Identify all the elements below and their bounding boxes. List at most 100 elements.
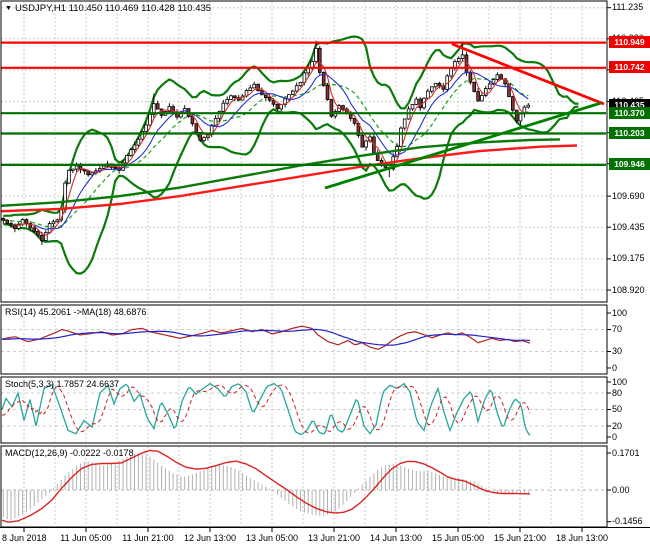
candle-body [51,221,56,225]
rsi-pane-border [0,304,608,375]
candle-body [418,98,422,109]
candle-body [317,48,322,73]
candle-body [55,219,60,223]
candle-body [67,169,71,184]
time-axis-label: 14 Jun 13:00 [369,533,423,543]
candle-body [487,83,492,90]
candle-body [433,82,438,88]
price-tick-label: 109.435 [612,221,645,232]
time-axis-label: 12 Jun 13:00 [183,533,237,543]
time-axis-label: 18 Jun 13:00 [555,533,609,543]
candle-body [13,224,17,230]
candle-body [136,138,141,146]
macd-tick-label: 0.00 [612,484,630,495]
stoch-k-line [1,382,531,436]
candle-body [321,72,326,86]
main-pane [1,2,606,301]
candle-body [9,222,13,226]
candle-body [267,97,272,101]
resistance-price-badge: 110.949 [609,36,650,49]
candle-body [86,170,91,176]
candle-body [352,118,357,124]
support-price-badge: 110.370 [609,106,650,119]
candle-body [40,234,44,241]
candle-body [113,166,118,169]
candle-body [24,219,29,224]
candle-body [213,118,218,126]
candle-body [125,155,129,164]
candle-body [314,48,318,62]
price-tick-label: 111.235 [612,2,644,13]
candle-body [468,72,473,83]
candle-body [233,95,237,99]
candle-body [294,85,299,92]
candle-body [74,165,79,170]
time-axis-label: 11 Jun 21:00 [122,533,174,543]
candle-body [449,68,453,77]
candle-body [151,103,156,115]
candle-body [263,94,268,99]
candle-body [252,83,257,89]
candle-body [472,81,476,92]
rsi-indicator-label: RSI(14) 45.2061 ->MA(18) 48.6876 [5,307,147,317]
main-pane-border [0,0,608,303]
candle-body [499,74,503,80]
time-axis-label: 11 Jun 05:00 [60,533,112,543]
candle-body [426,90,430,99]
candle-body [518,113,523,122]
macd-signal-line [1,449,531,523]
candle-body [202,137,206,141]
macd-tick-label: -0.1456 [612,516,643,527]
moving-average-fast [14,60,529,236]
macd-indicator-label: MACD(12,26,9) -0.0222 -0.0178 [5,448,134,458]
candle-body [456,58,461,62]
candle-body [82,169,87,172]
candle-body [20,219,25,225]
stochastic-indicator-label: Stoch(5,3,3) 1.7857 24.6637 [5,379,120,389]
candle-body [364,140,368,148]
candle-body [360,135,365,148]
candle-body [491,79,496,85]
candle-body [229,95,233,100]
candle-body [329,99,334,117]
support-price-badge: 110.203 [609,127,650,140]
candle-body [1,217,6,221]
time-axis-label: 13 Jun 05:00 [245,533,299,543]
candle-body [32,227,36,232]
rsi-tick-label: 0 [612,362,618,373]
support-price-badge: 109.946 [609,158,650,171]
ascending-trendline [324,101,602,190]
candle-body [290,90,295,95]
moving-average-slow [33,71,529,230]
resistance-price-badge: 110.742 [609,61,650,74]
candle-body [71,168,75,171]
rsi-tick-label: 70 [612,324,623,334]
candle-body [298,82,303,87]
candle-body [148,114,152,126]
candle-body [402,118,407,129]
candle-body [287,94,291,100]
descending-trendline [451,42,605,106]
rsi-pane [1,306,606,373]
chart-title: ▼ USDJPY,H1 110.450 110.469 110.428 110.4… [5,3,211,14]
candle-body [526,104,531,108]
candle-body [5,219,10,224]
price-tick-label: 109.690 [612,190,645,201]
candle-body [429,86,434,92]
candle-body [221,102,226,112]
macd-pane [1,447,606,526]
stoch-tick-label: 50 [612,404,623,414]
stoch-tick-label: 80 [612,387,623,398]
symbol-dropdown-icon[interactable]: ▼ [5,5,12,12]
candle-body [325,85,330,101]
candle-body [341,105,345,110]
macd-tick-label: 0.1701 [612,447,640,458]
candle-body [460,54,465,60]
time-axis-label: 13 Jun 21:00 [307,533,361,543]
candle-body [190,116,195,125]
candle-body [132,144,137,150]
candle-body [36,230,40,236]
candle-body [483,88,488,96]
